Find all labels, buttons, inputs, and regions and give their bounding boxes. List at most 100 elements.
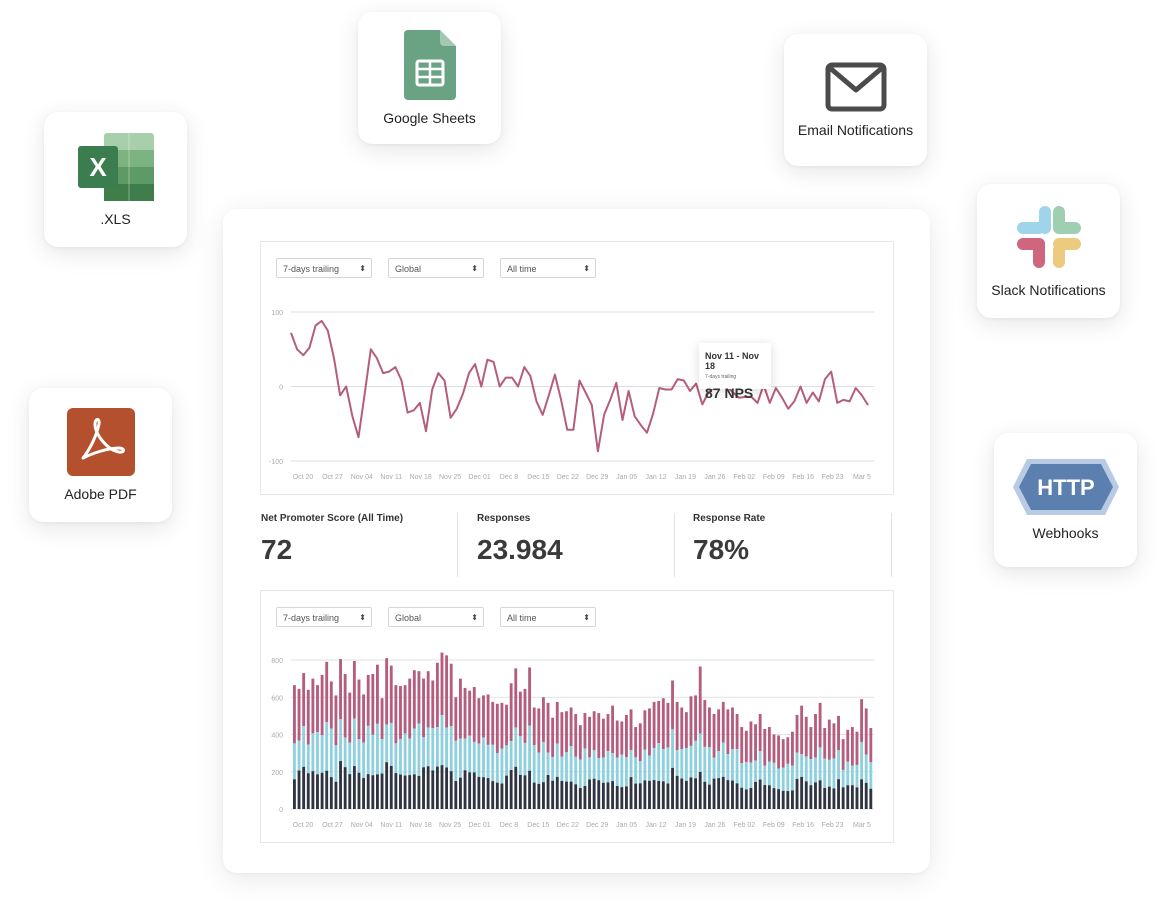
- bar-segment-top: [827, 719, 831, 760]
- bar-segment-middle: [777, 768, 781, 790]
- bar-segment-middle: [634, 757, 638, 784]
- x-tick-label: Nov 25: [439, 474, 461, 481]
- bar-segment-middle: [574, 756, 578, 785]
- bar-segment-middle: [661, 749, 665, 782]
- bar-segment-top: [698, 666, 702, 734]
- google-sheets-card[interactable]: Google Sheets: [358, 12, 501, 144]
- bar-segment-middle: [814, 757, 817, 783]
- bar-segment-middle: [329, 728, 333, 778]
- bar-segment-top: [652, 701, 656, 748]
- bar-segment-top: [666, 702, 670, 748]
- period-select-value: 7-days trailing: [283, 613, 340, 623]
- bar-segment-top: [869, 727, 873, 763]
- bar-segment-bottom: [837, 779, 840, 809]
- bar-segment-bottom: [509, 770, 513, 809]
- bar-segment-top: [297, 688, 301, 741]
- bar-segment-middle: [823, 758, 827, 788]
- bar-segment-bottom: [823, 787, 827, 809]
- bar-segment-top: [601, 718, 605, 758]
- bar-segment-top: [837, 715, 840, 751]
- bar-segment-middle: [385, 724, 389, 763]
- bar-segment-bottom: [841, 787, 845, 809]
- bar-segment-bottom: [855, 787, 859, 809]
- bar-segment-middle: [320, 735, 324, 773]
- bar-segment-top: [611, 705, 615, 754]
- bar-segment-top: [823, 727, 827, 759]
- bar-segment-top: [482, 695, 485, 738]
- bar-segment-bottom: [348, 774, 352, 809]
- metric-value: 72: [261, 534, 293, 565]
- bar-segment-middle: [804, 756, 808, 782]
- x-tick-label: Dec 29: [586, 822, 608, 829]
- bar-segment-bottom: [472, 772, 476, 809]
- email-card[interactable]: Email Notifications: [784, 34, 927, 166]
- region-select[interactable]: Global ⬍: [388, 258, 484, 278]
- bar-segment-middle: [389, 722, 393, 766]
- bar-segment-top: [352, 660, 356, 719]
- bar-segment-top: [357, 679, 361, 740]
- bar-segment-middle: [680, 749, 684, 779]
- bar-segment-bottom: [850, 785, 854, 809]
- bar-segment-bottom: [643, 780, 647, 809]
- xls-card[interactable]: X .XLS: [44, 112, 187, 247]
- bar-segment-top: [320, 674, 324, 736]
- region-select[interactable]: Global ⬍: [388, 607, 484, 627]
- slack-icon: [1015, 204, 1083, 272]
- webhooks-card[interactable]: HTTP Webhooks: [994, 433, 1137, 567]
- bar-segment-top: [744, 730, 748, 763]
- x-tick-label: Jan 26: [704, 822, 725, 829]
- slack-card[interactable]: Slack Notifications: [977, 184, 1120, 318]
- bar-segment-top: [343, 673, 347, 738]
- bar-segment-middle: [408, 738, 412, 776]
- bar-segment-bottom: [537, 783, 541, 809]
- bar-segment-middle: [597, 758, 601, 781]
- bar-segment-top: [855, 731, 859, 765]
- bar-segment-top: [348, 692, 352, 743]
- bar-segment-bottom: [394, 773, 398, 809]
- period-select[interactable]: 7-days trailing ⬍: [276, 258, 372, 278]
- y-tick-label: 0: [279, 807, 283, 814]
- bar-segment-middle: [657, 743, 661, 781]
- bar-segment-top: [528, 667, 532, 726]
- bar-segment-bottom: [565, 781, 568, 809]
- bar-segment-bottom: [638, 783, 642, 809]
- bar-segment-middle: [625, 757, 628, 787]
- bar-segment-bottom: [412, 774, 416, 809]
- bar-segment-top: [694, 695, 698, 741]
- range-select[interactable]: All time ⬍: [500, 607, 596, 627]
- bar-segment-middle: [542, 741, 545, 783]
- google-sheets-icon: [403, 30, 456, 100]
- bar-segment-top: [804, 716, 808, 757]
- x-tick-label: Feb 02: [733, 822, 755, 829]
- bar-segment-bottom: [463, 770, 467, 809]
- bar-segment-bottom: [500, 783, 504, 809]
- bar-segment-top: [800, 705, 804, 755]
- bar-segment-middle: [445, 727, 449, 768]
- bar-segment-middle: [675, 750, 679, 776]
- bar-segment-top: [325, 661, 329, 723]
- range-select[interactable]: All time ⬍: [500, 258, 596, 278]
- nps-line-chart-panel: 7-days trailing ⬍ Global ⬍ All time ⬍ 10…: [260, 241, 894, 495]
- bar-segment-bottom: [694, 778, 698, 809]
- bar-segment-middle: [800, 754, 804, 777]
- bar-segment-top: [555, 701, 559, 744]
- bar-segment-top: [850, 727, 854, 766]
- bar-segment-top: [832, 723, 836, 759]
- bar-segment-bottom: [329, 777, 333, 809]
- adobe-pdf-card[interactable]: Adobe PDF: [29, 388, 172, 522]
- x-tick-label: Dec 8: [500, 822, 518, 829]
- bar-segment-top: [731, 707, 734, 750]
- bar-segment-middle: [615, 757, 619, 786]
- adobe-pdf-icon: [66, 408, 135, 476]
- bar-segment-middle: [827, 759, 831, 787]
- bar-segment-top: [606, 714, 610, 752]
- metric-response-rate: Response Rate 78%: [693, 513, 883, 577]
- bar-segment-middle: [449, 726, 453, 772]
- period-select[interactable]: 7-days trailing ⬍: [276, 607, 372, 627]
- bar-segment-top: [767, 727, 771, 762]
- bar-segment-bottom: [339, 761, 342, 809]
- bar-segment-middle: [546, 752, 550, 776]
- bar-segment-middle: [394, 743, 398, 774]
- bar-segment-middle: [855, 764, 859, 788]
- bar-segment-top: [385, 658, 389, 725]
